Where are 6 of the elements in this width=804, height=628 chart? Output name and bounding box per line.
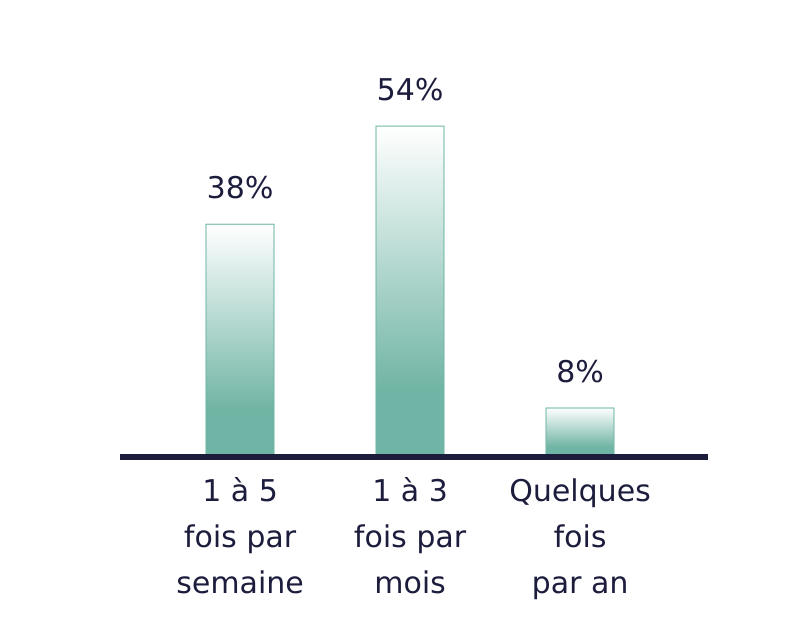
data-label: 8% bbox=[556, 354, 604, 390]
x-tick-label: 1 à 5 fois par semaine bbox=[176, 474, 304, 601]
data-label: 54% bbox=[376, 73, 444, 108]
data-label: 38% bbox=[206, 171, 274, 206]
x-tick-label: 1 à 3 fois par mois bbox=[354, 474, 467, 601]
x-tick-label: Quelques fois par an bbox=[509, 474, 651, 601]
